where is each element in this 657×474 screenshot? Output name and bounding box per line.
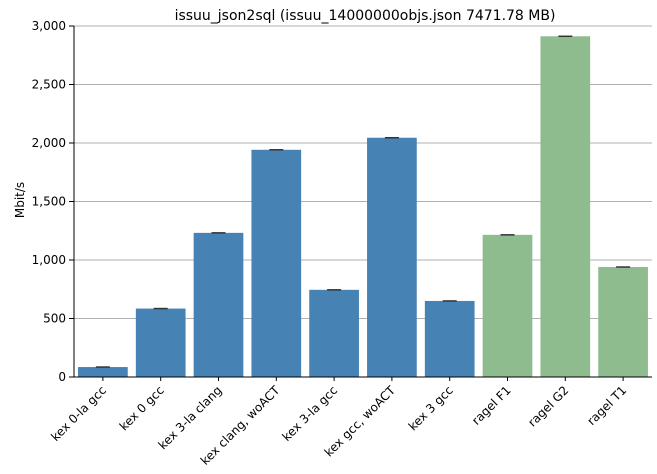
x-tick-label: kex 0-la gcc <box>48 383 109 444</box>
bar <box>424 300 475 377</box>
y-tick-label: 1,000 <box>32 253 66 267</box>
y-axis-label: Mbit/s <box>13 182 27 218</box>
x-tick-label: kex 0 gcc <box>117 383 167 433</box>
bar <box>135 308 186 377</box>
y-axis: 0 500 1,000 1,500 2,000 2,500 3,000 <box>32 19 75 384</box>
y-tick-label: 2,500 <box>32 78 66 92</box>
bar <box>540 36 591 378</box>
bar <box>309 289 359 377</box>
x-tick-label: ragel T1 <box>584 383 629 428</box>
y-tick-label: 2,000 <box>32 136 66 150</box>
bars <box>78 36 648 378</box>
bar <box>193 232 244 377</box>
x-tick-label: ragel F1 <box>469 383 514 428</box>
bar <box>367 137 417 377</box>
y-tick-label: 1,500 <box>32 195 66 209</box>
bar <box>598 267 648 377</box>
y-tick-label: 0 <box>58 370 66 384</box>
y-tick-label: 500 <box>43 312 66 326</box>
bar <box>482 234 533 377</box>
x-tick-label: kex 3 gcc <box>406 383 456 433</box>
x-tick-label: ragel G2 <box>525 383 571 429</box>
chart-title: issuu_json2sql (issuu_14000000objs.json … <box>175 8 556 24</box>
y-tick-label: 3,000 <box>32 19 66 33</box>
bar <box>251 149 302 377</box>
bar <box>78 367 128 377</box>
x-tick-label: kex 3-la gcc <box>279 383 340 444</box>
error-bars <box>95 35 631 368</box>
